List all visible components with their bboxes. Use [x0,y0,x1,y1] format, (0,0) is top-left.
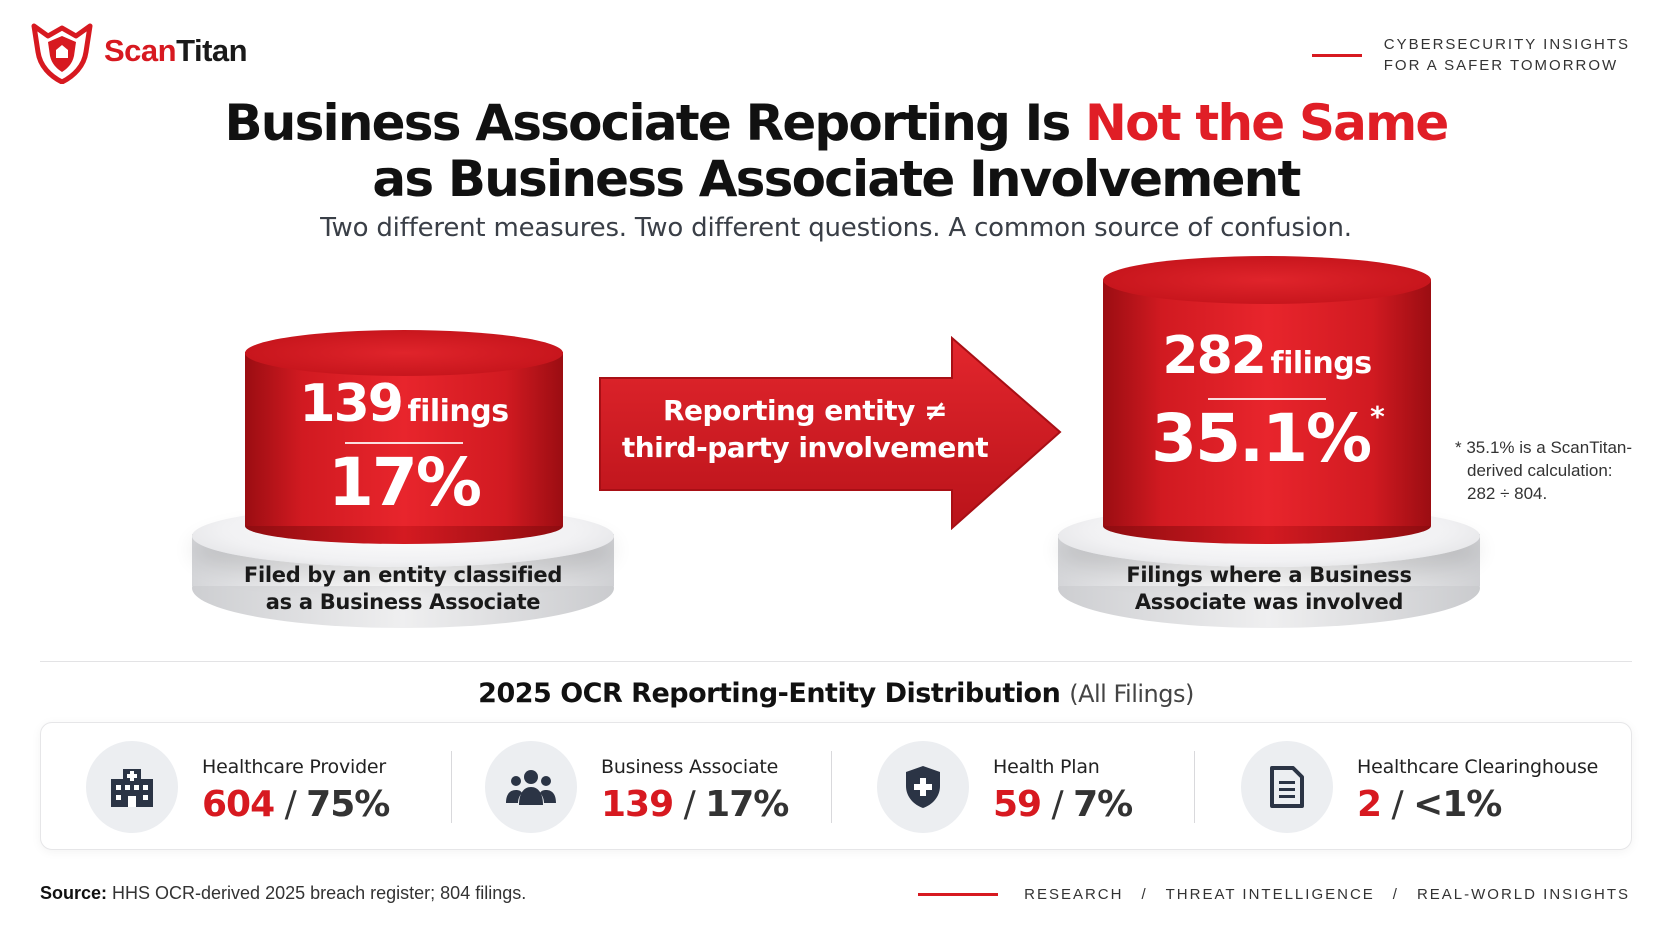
document-icon [1241,741,1333,833]
stat-healthcare-provider: Healthcare Provider 604 / 75% [86,741,390,833]
footer-link-real-world-insights[interactable]: REAL-WORLD INSIGHTS [1416,886,1630,903]
arrow-right-icon [599,336,1062,530]
footer-link-threat-intelligence[interactable]: THREAT INTELLIGENCE [1165,886,1375,903]
stat-business-associate: Business Associate 139 / 17% [485,741,789,833]
hospital-icon [86,741,178,833]
left-percent: 17% [328,444,482,521]
page-title: Business Associate Reporting Is Not the … [224,94,1449,208]
footnote: * 35.1% is a ScanTitan- derived calculat… [1455,438,1633,503]
right-count: 282 [1162,326,1267,386]
left-count: 139 [299,374,404,434]
title-highlight: Not the Same [1085,94,1449,152]
source-note: Source: HHS OCR-derived 2025 breach regi… [40,883,527,903]
stat-healthcare-clearinghouse: Healthcare Clearinghouse 2 / <1% [1241,741,1598,833]
people-icon [485,741,577,833]
tagline-text: CYBERSECURITY INSIGHTS FOR A SAFER TOMOR… [1383,36,1630,74]
arrow-label: Reporting entity ≠ third-party involveme… [621,394,989,464]
left-divider [345,442,463,444]
scantitan-logo: ScanTitan [28,18,248,84]
shield-plus-icon [877,741,969,833]
left-podium-label: Filed by an entity classified as a Busin… [243,563,563,614]
stat-separator [451,751,452,823]
section-divider [40,661,1632,662]
right-divider [1208,398,1326,400]
header-tagline: CYBERSECURITY INSIGHTS FOR A SAFER TOMOR… [1311,34,1630,76]
stat-separator [831,751,832,823]
stat-health-plan: Health Plan 59 / 7% [877,741,1133,833]
brand-name: ScanTitan [104,33,248,68]
right-podium-label: Filings where a Business Associate was i… [1126,563,1412,614]
footer-nav: RESEARCH / THREAT INTELLIGENCE / REAL-WO… [918,886,1630,903]
shield-logo-icon [31,23,93,84]
page-subtitle: Two different measures. Two different qu… [320,213,1352,243]
distribution-title: 2025 OCR Reporting-Entity Distribution (… [478,678,1194,709]
footer-link-research[interactable]: RESEARCH [1024,886,1124,903]
distribution-card: Healthcare Provider 604 / 75% Business A… [40,722,1632,850]
footer-separator: / [1392,886,1399,903]
footer-accent-bar [918,893,999,896]
footer-separator: / [1141,886,1148,903]
stat-separator [1194,751,1195,823]
tagline-accent-bar [1311,53,1362,57]
right-percent: 35.1%* [1151,400,1385,477]
